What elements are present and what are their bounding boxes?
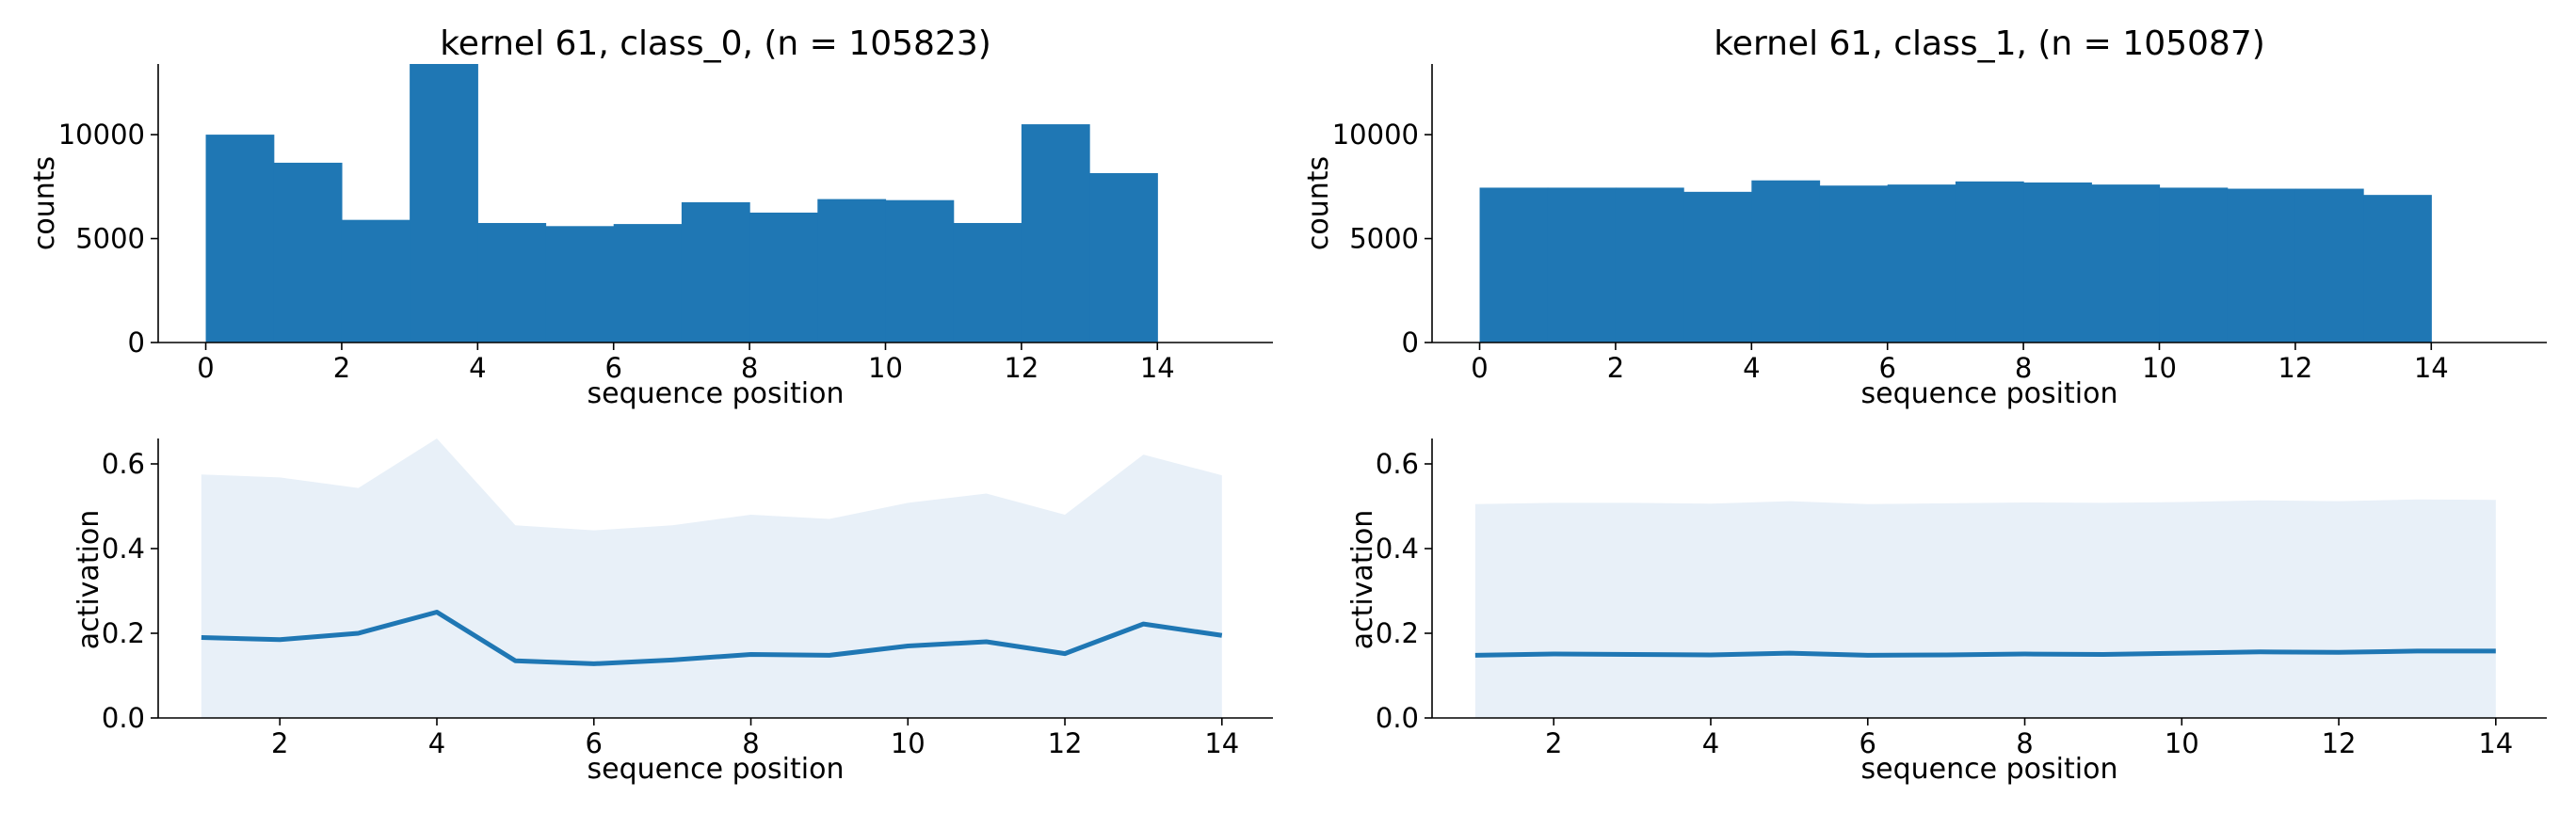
x-tick-label: 4 (428, 727, 445, 759)
x-tick-label: 12 (1048, 727, 1083, 759)
histogram-bar (2227, 188, 2296, 343)
histogram-bar (341, 219, 411, 343)
histogram-bar (273, 162, 343, 343)
histogram-bar (545, 226, 615, 343)
y-tick-label: 0 (128, 327, 145, 359)
histogram-bar (205, 135, 275, 343)
x-tick-label: 0 (1471, 352, 1488, 384)
y-tick-label: 10000 (58, 119, 145, 151)
y-tick-label: 0.4 (102, 533, 145, 565)
histogram-bar (817, 199, 887, 343)
x-tick-label: 2 (333, 352, 350, 384)
y-tick-label: 0.4 (1376, 533, 1419, 565)
histogram-bar (410, 64, 478, 343)
x-tick-label: 14 (2414, 352, 2449, 384)
x-tick-label: 10 (891, 727, 926, 759)
y-tick-label: 0.2 (102, 617, 145, 649)
y-tick-label: 5000 (75, 223, 145, 255)
y-axis-label: activation (72, 510, 105, 650)
x-tick-label: 14 (1140, 352, 1175, 384)
x-tick-label: 6 (1860, 727, 1876, 759)
x-axis-label: sequence position (588, 753, 845, 786)
x-tick-label: 8 (742, 727, 759, 759)
x-tick-label: 8 (741, 352, 758, 384)
x-tick-label: 10 (2142, 352, 2177, 384)
x-axis-label: sequence position (1861, 753, 2118, 786)
histogram-bar (1479, 187, 1549, 343)
y-tick-label: 0 (1402, 327, 1419, 359)
histogram-bar (953, 222, 1022, 343)
histogram-bar (2159, 187, 2229, 343)
activation-class-0: 2 4 6 8 10 12 14 0.0 0.2 0.4 0.6 sequence position… (72, 438, 1273, 786)
x-tick-label: 12 (2322, 727, 2357, 759)
y-axis-label: counts (28, 156, 61, 250)
histogram-bar (1819, 185, 1889, 343)
y-tick-label: 0.6 (1376, 448, 1419, 480)
y-tick-label: 0.0 (1376, 702, 1419, 734)
y-tick-label: 0.6 (102, 448, 145, 480)
x-tick-label: 6 (586, 727, 603, 759)
histogram-bar (477, 222, 547, 343)
histogram-bar (1615, 187, 1684, 343)
x-tick-label: 0 (197, 352, 214, 384)
histogram-bar (1021, 124, 1090, 343)
y-tick-label: 10000 (1332, 119, 1419, 151)
histogram-bar (1547, 187, 1617, 343)
y-tick-label: 0.2 (1376, 617, 1419, 649)
histogram-bar (749, 212, 818, 343)
x-tick-label: 4 (1743, 352, 1760, 384)
x-tick-label: 12 (2278, 352, 2312, 384)
chart-title: kernel 61, class_0, (n = 105823) (440, 24, 991, 63)
x-tick-label: 6 (1878, 352, 1895, 384)
x-tick-label: 8 (2015, 352, 2032, 384)
histogram-bar (1955, 181, 2024, 343)
y-tick-label: 5000 (1349, 223, 1419, 255)
mean-activation-line (201, 610, 1223, 666)
histogram-bar (681, 201, 750, 343)
x-tick-label: 14 (1204, 727, 1239, 759)
histogram-bar (2091, 184, 2161, 343)
activation-class-1: 2 4 6 8 10 12 14 0.0 0.2 0.4 0.6 sequence position… (1346, 438, 2547, 786)
x-tick-label: 2 (1607, 352, 1624, 384)
histogram-bar (1089, 172, 1158, 343)
x-tick-label: 2 (1545, 727, 1562, 759)
x-tick-label: 8 (2016, 727, 2033, 759)
x-tick-label: 4 (469, 352, 486, 384)
histogram-bar (2294, 188, 2364, 343)
x-axis-label: sequence position (588, 377, 845, 410)
histogram-bar (1683, 191, 1752, 343)
y-tick-label: 0.0 (102, 702, 145, 734)
x-axis-label: sequence position (1861, 377, 2118, 410)
y-axis-label: activation (1346, 510, 1379, 650)
histogram-bar (1751, 180, 1821, 343)
x-tick-label: 12 (1004, 352, 1038, 384)
histogram-bar (2023, 182, 2092, 343)
activation-range-band (1474, 499, 2496, 718)
histogram-class-1: kernel 61, class_1, (n = 105087) 0 2 4 6 8 10… (1302, 24, 2547, 410)
y-axis-label: counts (1302, 156, 1335, 250)
histogram-class-0: kernel 61, class_0, (n = 105823) 0 2 4 6 8 10… (28, 24, 1273, 410)
mean-activation-line (1474, 648, 2496, 658)
x-tick-label: 10 (2165, 727, 2199, 759)
x-tick-label: 4 (1702, 727, 1719, 759)
histogram-bar (1887, 184, 1956, 343)
x-tick-label: 2 (271, 727, 288, 759)
x-tick-label: 14 (2478, 727, 2513, 759)
activation-range-band (201, 438, 1222, 718)
histogram-bar (2363, 195, 2432, 343)
x-tick-label: 6 (604, 352, 621, 384)
chart-title: kernel 61, class_1, (n = 105087) (1714, 24, 2265, 63)
histogram-bar (613, 224, 683, 343)
histogram-bar (885, 199, 955, 343)
x-tick-label: 10 (868, 352, 903, 384)
